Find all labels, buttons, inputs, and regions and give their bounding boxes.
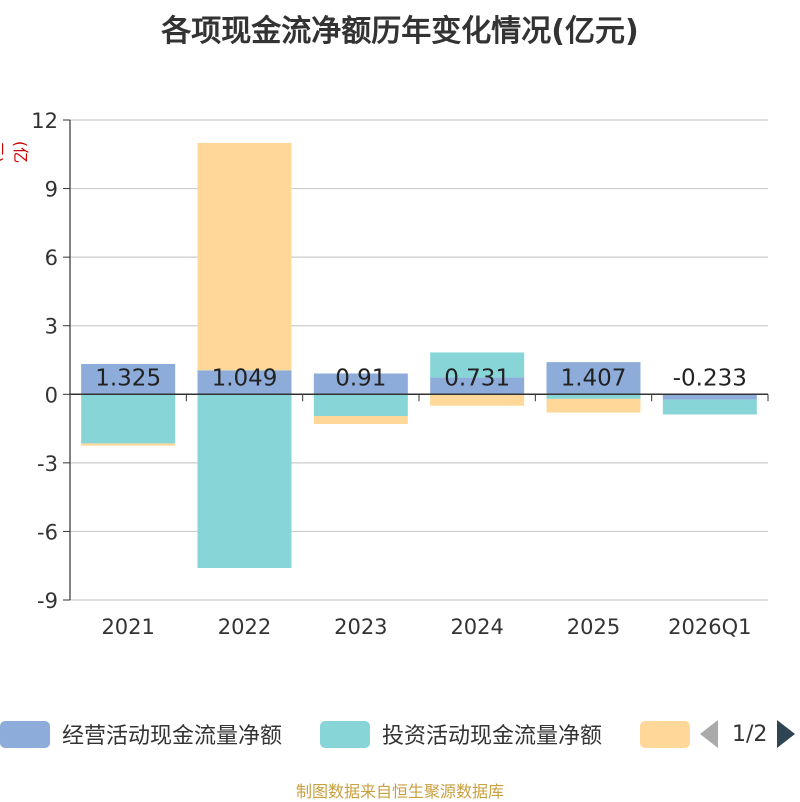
data-label: 0.91: [335, 365, 386, 391]
legend-swatch-investing: [320, 720, 370, 748]
legend-item-investing[interactable]: 投资活动现金流量净额: [320, 716, 602, 752]
bar-series0-2022: [197, 370, 292, 395]
x-tick-label: 2023: [334, 615, 387, 639]
legend-next-page-icon[interactable]: [777, 720, 796, 748]
legend-pager: 1/2: [700, 716, 796, 752]
y-tick-label: 0: [45, 383, 58, 407]
y-tick-label: 6: [45, 246, 58, 270]
data-label: 1.407: [561, 365, 627, 391]
legend-swatch-operating: [0, 720, 50, 748]
chart-title: 各项现金流净额历年变化情况(亿元): [161, 14, 639, 49]
legend-item-operating[interactable]: 经营活动现金流量净额: [0, 716, 282, 752]
data-source-note: 制图数据来自恒生聚源数据库: [295, 782, 504, 801]
legend-swatch-financing: [640, 720, 690, 748]
bar-series2-2021: [81, 443, 176, 446]
bar-series0-2021: [81, 364, 176, 395]
data-label: -0.233: [673, 365, 747, 391]
y-tick-label: 12: [31, 109, 58, 133]
y-tick-label: -6: [37, 520, 58, 544]
bar-series0-2025: [546, 362, 641, 395]
bar-series2-2022: [197, 142, 292, 371]
bar-series2-2025: [546, 398, 641, 413]
bar-series0-2023: [313, 373, 408, 395]
legend: 经营活动现金流量净额 投资活动现金流量净额 1/2: [0, 716, 800, 752]
bar-series1-2021: [81, 394, 176, 444]
x-tick-label: 2022: [218, 615, 271, 639]
bar-series1-2022: [197, 394, 292, 568]
legend-label-operating: 经营活动现金流量净额: [62, 724, 283, 749]
bar-series0-2026Q1: [662, 394, 757, 400]
legend-prev-page-icon[interactable]: [700, 720, 718, 748]
x-tick-label: 2021: [101, 615, 154, 639]
bar-series1-2023: [313, 394, 408, 416]
bar-series2-2023: [313, 416, 408, 424]
data-label: 0.731: [444, 365, 510, 391]
bar-series2-2024: [430, 394, 525, 406]
bar-series0-2024: [430, 377, 525, 395]
legend-item-financing[interactable]: [640, 716, 690, 752]
y-tick-label: 3: [45, 315, 58, 339]
bar-series1-2025: [546, 394, 641, 399]
y-tick-label: 9: [45, 178, 58, 202]
x-tick-label: 2025: [567, 615, 620, 639]
x-tick-label: 2024: [450, 615, 503, 639]
bar-series1-2026Q1: [662, 399, 757, 415]
data-label: 1.049: [212, 365, 278, 391]
bar-chart: -9 -6 -3 0 3 6 9 12 1.325 1.049 0.91 0.731 1.407 -0.2…: [31, 109, 769, 639]
y-tick-label: -3: [37, 452, 58, 476]
y-tick-label: -9: [37, 589, 58, 613]
bar-series1-2024: [430, 352, 525, 378]
legend-page-indicator: 1/2: [732, 721, 768, 747]
legend-label-investing: 投资活动现金流量净额: [382, 724, 603, 749]
x-tick-label: 2026Q1: [668, 615, 751, 639]
data-label: 1.325: [95, 365, 161, 391]
